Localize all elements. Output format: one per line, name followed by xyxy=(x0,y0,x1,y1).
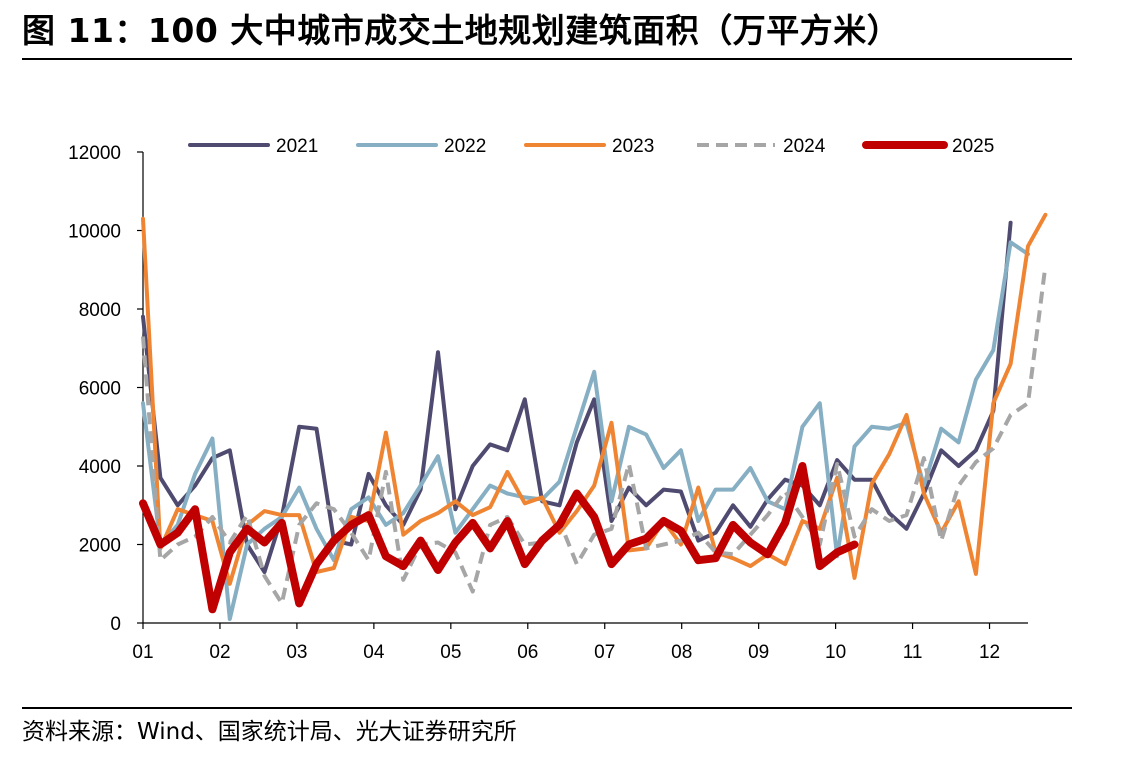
y-tick-label: 8000 xyxy=(79,300,121,321)
plot-area xyxy=(139,212,1048,622)
series-line-2022 xyxy=(141,240,1030,622)
x-axis: 01 02 03 04 05 06 07 08 09 10 11 12 xyxy=(132,622,1028,663)
legend-label-2022: 2022 xyxy=(444,136,486,157)
series-line-2024 xyxy=(141,265,1048,606)
series-line-2025 xyxy=(139,462,859,614)
y-tick-label: 6000 xyxy=(79,379,121,400)
x-tick-label: 04 xyxy=(363,642,385,663)
title-underline xyxy=(22,58,1072,60)
x-tick-label: 11 xyxy=(903,642,923,663)
chart-legend: 2021 2022 2023 2024 2025 xyxy=(188,136,994,157)
series-line-2021 xyxy=(141,220,1013,574)
chart-title: 图 11：100 大中城市成交土地规划建筑面积（万平方米） xyxy=(22,11,901,50)
x-tick-label: 08 xyxy=(671,642,692,663)
y-tick-label: 0 xyxy=(110,614,121,635)
x-tick-label: 02 xyxy=(209,642,230,663)
source-note: 资料来源：Wind、国家统计局、光大证券研究所 xyxy=(22,719,517,745)
legend-label-2024: 2024 xyxy=(783,136,826,157)
legend-label-2025: 2025 xyxy=(952,136,994,157)
x-tick-label: 01 xyxy=(132,642,153,663)
x-tick-label: 03 xyxy=(286,642,307,663)
legend-label-2021: 2021 xyxy=(276,136,318,157)
y-axis: 0 2000 4000 6000 8000 10000 12000 xyxy=(68,143,144,635)
y-tick-label: 12000 xyxy=(68,143,121,164)
x-tick-label: 12 xyxy=(979,642,1000,663)
footer-rule xyxy=(22,707,1072,709)
legend-label-2023: 2023 xyxy=(612,136,654,157)
series-line-2023 xyxy=(141,212,1048,586)
x-tick-label: 05 xyxy=(440,642,461,663)
y-tick-label: 4000 xyxy=(79,457,121,478)
y-tick-label: 10000 xyxy=(68,222,121,243)
x-tick-label: 10 xyxy=(825,642,846,663)
line-chart: 2021 2022 2023 2024 2025 0 2000 4000 6000 8000 10… xyxy=(68,136,1048,663)
y-tick-label: 2000 xyxy=(79,536,121,557)
x-tick-label: 06 xyxy=(517,642,538,663)
x-tick-label: 09 xyxy=(748,642,769,663)
x-tick-label: 07 xyxy=(594,642,615,663)
